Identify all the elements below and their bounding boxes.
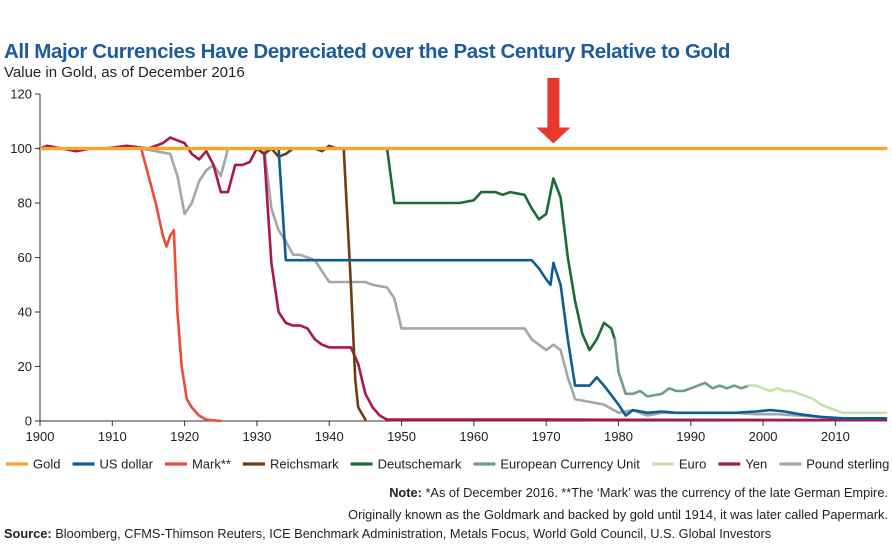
x-tick-label: 1900 xyxy=(26,429,55,444)
legend: Gold US dollar Mark** Reichsmark Deutschemar… xyxy=(6,457,889,472)
series-line-yen xyxy=(38,136,888,422)
x-tick-label: 1930 xyxy=(242,429,271,444)
legend-label-pound-sterling: Pound sterling xyxy=(806,457,889,472)
series-lines xyxy=(38,136,888,423)
x-tick-label: 1990 xyxy=(676,429,705,444)
chart-source: Source: Bloomberg, CFMS-Thimson Reuters,… xyxy=(4,526,771,541)
series-line-euro xyxy=(747,384,888,415)
y-tick-label: 80 xyxy=(18,196,32,211)
x-tick-label: 2000 xyxy=(749,429,778,444)
x-tick-label: 1910 xyxy=(98,429,127,444)
chart-title: All Major Currencies Have Depreciated ov… xyxy=(4,40,731,63)
x-tick-label: 1920 xyxy=(170,429,199,444)
series-line-us-dollar xyxy=(38,147,888,420)
legend-label-european-currency-unit: European Currency Unit xyxy=(500,457,640,472)
x-tick-label: 1960 xyxy=(459,429,488,444)
y-tick-label: 100 xyxy=(10,141,32,156)
series-line-mark xyxy=(38,147,223,423)
series-line-pound-sterling xyxy=(38,147,888,420)
legend-label-yen: Yen xyxy=(745,457,767,472)
x-tick-label: 1940 xyxy=(315,429,344,444)
note-line-1: Note: *As of December 2016. **The ‘Mark’… xyxy=(348,482,888,504)
note-line-2: Originally known as the Goldmark and bac… xyxy=(348,507,888,522)
series-line-deutschemark xyxy=(385,147,617,352)
legend-label-reichsmark: Reichsmark xyxy=(270,457,339,472)
series-line-european-currency-unit xyxy=(613,338,750,398)
x-tick-label: 2010 xyxy=(821,429,850,444)
legend-label-us-dollar: US dollar xyxy=(99,457,153,472)
legend-label-deutschemark: Deutschemark xyxy=(378,457,462,472)
source-text: Bloomberg, CFMS-Thimson Reuters, ICE Ben… xyxy=(51,526,772,541)
y-tick-label: 20 xyxy=(18,359,32,374)
chart-subtitle: Value in Gold, as of December 2016 xyxy=(4,64,245,81)
y-tick-label: 120 xyxy=(10,87,32,102)
legend-label-euro: Euro xyxy=(679,457,706,472)
chart-notes: Note: *As of December 2016. **The ‘Mark’… xyxy=(348,482,888,526)
annotation-arrow xyxy=(536,78,571,144)
note-text-1: *As of December 2016. **The ‘Mark’ was t… xyxy=(421,485,888,500)
x-tick-label: 1980 xyxy=(604,429,633,444)
y-tick-label: 60 xyxy=(18,250,32,265)
note-label: Note: xyxy=(389,485,422,500)
x-tick-label: 1950 xyxy=(387,429,416,444)
annotations xyxy=(536,78,571,144)
chart-area: 0 20 40 60 80 100 120 1900 1910 1920 1930 1940 1950 1… xyxy=(6,78,889,472)
legend-label-mark: Mark** xyxy=(192,457,231,472)
x-tick-label: 1970 xyxy=(532,429,561,444)
legend-label-gold: Gold xyxy=(33,457,60,472)
source-label: Source: xyxy=(4,526,52,541)
y-tick-label: 0 xyxy=(25,414,32,429)
y-tick-label: 40 xyxy=(18,305,32,320)
axes: 0 20 40 60 80 100 120 1900 1910 1920 1930 1940 1950 1… xyxy=(10,87,886,444)
